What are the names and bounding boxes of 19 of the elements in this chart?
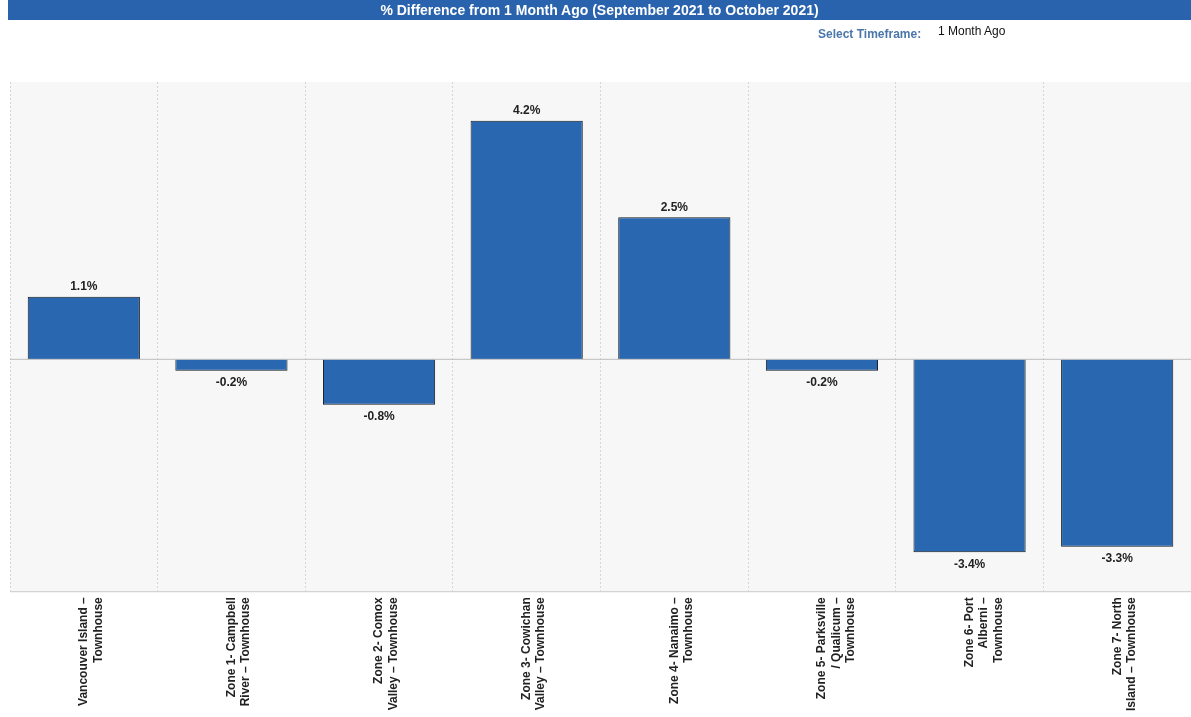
x-tick-label: Zone 3- Cowichan Valley – Townhouse: [519, 596, 548, 711]
x-tick-label: Zone 1- Campbell River – Townhouse: [223, 596, 253, 707]
x-tick-label: Zone 4- Nanaimo – Townhouse: [666, 596, 696, 704]
data-label: 2.5%: [660, 199, 689, 214]
x-tick-label: Vancouver Island – Townhouse: [76, 596, 105, 706]
text: 1 Month Ago: [938, 24, 1006, 38]
data-label: -3.4%: [953, 556, 986, 571]
x-tick-label: Zone 2- Comox Valley – Townhouse: [371, 596, 400, 711]
data-label: 1.1%: [70, 279, 98, 294]
x-tick-label: Zone 7- North Island – Townhouse: [1109, 596, 1138, 712]
chart-title: % Difference from 1 Month Ago (September 2021 to October 2021): [8, 0, 1191, 20]
data-label: -0.8%: [363, 409, 396, 424]
data-label: -0.2%: [215, 374, 248, 389]
data-label: -3.3%: [1101, 551, 1134, 566]
data-label: -0.2%: [806, 374, 838, 389]
data-label: 4.2%: [513, 103, 541, 118]
x-tick-label: Zone 6- Port Alberni – Townhouse: [961, 596, 1005, 668]
x-tick-label: Zone 5- Parksville / Qualicum – Townhouse: [814, 596, 858, 700]
text: Select Timeframe:: [818, 27, 922, 41]
